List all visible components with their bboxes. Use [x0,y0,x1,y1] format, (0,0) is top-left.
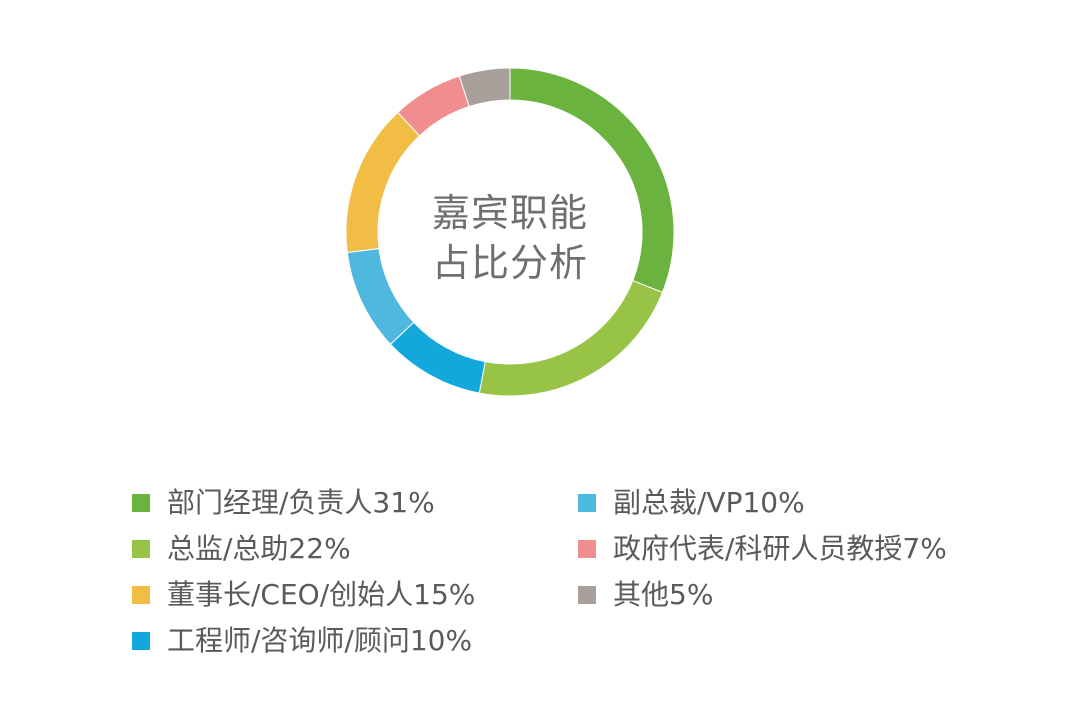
legend-swatch [132,540,150,558]
legend-swatch [132,494,150,512]
legend-swatch [578,494,596,512]
legend-swatch [578,540,596,558]
chart-title-line-1: 嘉宾职能 [431,191,588,235]
legend-label: 副总裁/VP10% [613,486,805,519]
legend-swatch [132,632,150,650]
donut-slice [458,67,511,108]
legend-label: 部门经理/负责人31% [167,486,435,519]
donut-slice [389,321,486,394]
chart-title-line-2: 占比分析 [431,241,588,285]
legend-item: 其他5% [578,578,713,612]
legend-item: 政府代表/科研人员教授7% [578,532,947,566]
legend-item: 工程师/咨询师/顾问10% [132,624,472,658]
donut-slice [478,279,664,397]
legend-item: 部门经理/负责人31% [132,486,435,520]
legend-item: 副总裁/VP10% [578,486,805,520]
legend-swatch [578,586,596,604]
legend-label: 政府代表/科研人员教授7% [613,532,947,565]
legend-label: 董事长/CEO/创始人15% [167,578,476,611]
legend-label: 工程师/咨询师/顾问10% [167,624,473,657]
legend-swatch [132,586,150,604]
chart-title: 嘉宾职能 占比分析 [380,188,640,288]
legend-label: 其他5% [613,578,714,611]
legend-item: 董事长/CEO/创始人15% [132,578,475,612]
legend-item: 总监/总助22% [132,532,351,566]
legend-label: 总监/总助22% [167,532,351,565]
